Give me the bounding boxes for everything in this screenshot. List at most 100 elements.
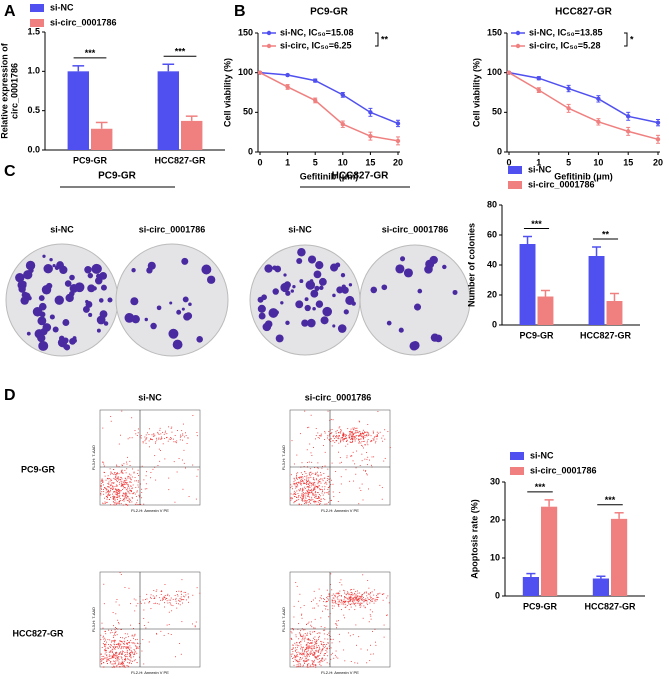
flow-dot (294, 654, 296, 656)
flow-dot (314, 492, 316, 494)
flow-dot (118, 473, 120, 475)
flow-dot (300, 479, 302, 481)
flow-dot (314, 627, 316, 629)
flow-dot (351, 441, 353, 443)
flow-dot (363, 593, 365, 594)
flow-dot (302, 497, 304, 499)
flow-dot (305, 656, 307, 658)
flow-dot (373, 602, 375, 604)
flow-dot (319, 488, 321, 490)
flow-dot (155, 437, 157, 439)
flow-dot (106, 491, 108, 493)
flow-dot (304, 651, 305, 653)
flow-dot (318, 635, 320, 637)
flow-dot (154, 596, 156, 598)
flow-dot (306, 484, 308, 486)
flow-dot (125, 636, 127, 638)
flow-dot (108, 495, 110, 496)
point (506, 70, 512, 75)
flow-dot (117, 473, 118, 475)
flow-dot (112, 482, 114, 484)
flow-dot (324, 488, 325, 490)
flow-dot (105, 487, 107, 489)
flow-dot (108, 493, 110, 495)
y-tick-label: 1.0 (27, 66, 40, 76)
flow-dot (375, 600, 377, 602)
flow-dot (361, 432, 363, 434)
flow-dot (346, 597, 348, 599)
flow-dot (187, 596, 189, 598)
flow-dot (296, 655, 298, 656)
flow-dot (162, 431, 164, 433)
flow-dot (310, 650, 312, 652)
flow-dot (358, 438, 360, 440)
flow-dot (326, 597, 328, 599)
flow-dot (169, 603, 171, 605)
flow-dot (136, 638, 138, 640)
flow-dot (105, 639, 106, 641)
flow-dot (338, 601, 340, 602)
flow-dot (119, 495, 121, 497)
flow-dot (107, 659, 109, 661)
flow-dot (381, 593, 383, 595)
flow-dot (316, 642, 318, 644)
flow-dot (133, 472, 135, 474)
flow-dot (111, 657, 113, 659)
significance: ** (381, 34, 389, 44)
flow-dot (120, 490, 122, 491)
flow-dot (135, 605, 137, 607)
flow-dot (308, 659, 310, 661)
flow-dot (146, 598, 148, 600)
flow-dot (127, 661, 129, 663)
flow-dot (111, 644, 112, 646)
flow-dot (116, 473, 118, 475)
flow-dot (133, 598, 135, 600)
flow-dot (334, 594, 336, 596)
flow-dot (330, 500, 332, 501)
flow-dot (349, 599, 351, 601)
flow-dot (100, 484, 102, 486)
flow-dot (350, 441, 352, 443)
flow-dot (322, 610, 323, 612)
flow-dot (321, 478, 323, 480)
flow-dot (372, 438, 374, 440)
colony-dot (62, 337, 69, 344)
flow-dot (168, 438, 170, 440)
flow-dot (116, 652, 118, 654)
flow-dot (324, 465, 326, 467)
significance: * (630, 34, 634, 44)
x-tick-label: 0 (506, 157, 511, 167)
flow-dot (360, 438, 362, 440)
colony-dot (261, 294, 267, 301)
flow-dot (301, 488, 303, 490)
flow-dot (120, 640, 122, 642)
flow-dot (153, 590, 155, 592)
flow-dot (314, 653, 316, 655)
flow-dot (310, 414, 312, 416)
flow-dot (110, 484, 112, 486)
colony-dot (91, 263, 102, 274)
flow-dot (352, 598, 354, 600)
flow-dot (291, 485, 293, 487)
point (340, 122, 345, 127)
flow-dot (350, 595, 352, 597)
flow-dot (299, 477, 301, 479)
colony-dot (257, 304, 266, 313)
colony-dot (305, 280, 316, 290)
flow-dot (170, 439, 172, 440)
legend-swatch (510, 467, 524, 475)
flow-dot (108, 481, 110, 483)
flow-dot (364, 432, 365, 434)
flow-dot (375, 436, 377, 438)
flow-dot (109, 494, 111, 496)
flow-dot (121, 662, 123, 664)
flow-dot (185, 591, 187, 593)
flow-dot (357, 602, 359, 604)
flow-dot (157, 432, 159, 434)
flow-dot (314, 656, 316, 658)
colony-dot (312, 306, 316, 311)
colony-dot (49, 314, 55, 320)
flow-dot (320, 482, 322, 484)
legend-label: si-NC, IC₅₀=13.85 (529, 27, 602, 37)
flow-dot (300, 652, 302, 654)
